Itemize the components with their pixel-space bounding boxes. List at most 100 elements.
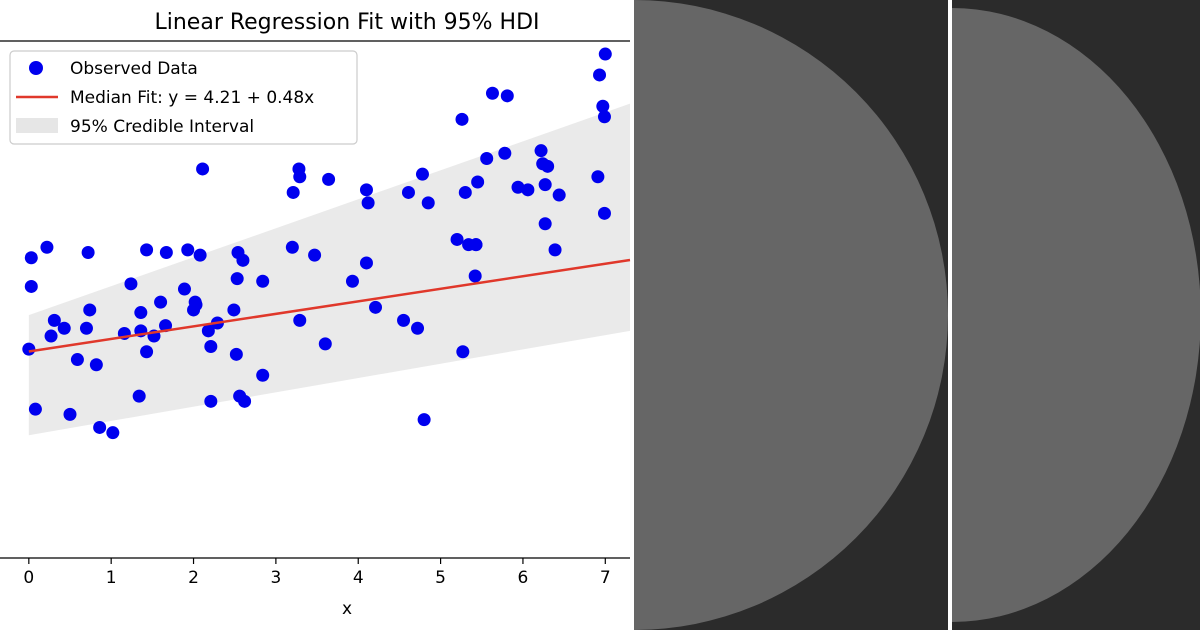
median-fit-line	[28, 258, 631, 353]
data-point	[236, 253, 250, 267]
x-tick-label: 2	[188, 568, 199, 588]
data-point	[534, 144, 548, 158]
image-panel-right	[952, 0, 1200, 630]
data-point	[204, 340, 218, 353]
data-point	[421, 196, 435, 210]
data-point	[468, 269, 482, 283]
data-point	[44, 329, 58, 343]
data-point	[597, 110, 611, 124]
data-point	[511, 180, 525, 194]
legend-box	[9, 50, 358, 145]
data-point	[177, 282, 191, 296]
data-point	[318, 337, 332, 351]
data-point	[597, 206, 611, 220]
data-point	[140, 345, 154, 359]
data-point	[591, 170, 605, 184]
data-point	[345, 274, 359, 288]
data-point	[415, 167, 429, 181]
data-point	[93, 420, 107, 434]
data-point	[230, 272, 244, 286]
data-point	[57, 321, 71, 335]
data-point	[359, 256, 373, 270]
data-point	[322, 172, 336, 186]
data-point	[469, 238, 483, 252]
data-point	[471, 175, 485, 189]
x-axis-label: x	[342, 599, 352, 619]
legend-point-marker	[29, 61, 43, 75]
data-point	[538, 217, 552, 231]
data-point	[292, 162, 306, 176]
legend-fit-label: Median Fit: y = 4.21 + 0.48x	[70, 88, 314, 108]
data-point	[480, 152, 494, 165]
data-point	[308, 248, 322, 262]
x-tick-label: 3	[270, 568, 281, 588]
data-point	[256, 274, 270, 288]
x-tick-label: 1	[106, 568, 117, 588]
data-point	[293, 313, 307, 327]
legend-interval-label: 95% Credible Interval	[70, 117, 254, 137]
data-point	[521, 183, 535, 197]
data-point	[450, 232, 464, 246]
data-point	[498, 146, 512, 160]
data-point	[285, 240, 299, 254]
x-tick-label: 7	[600, 568, 611, 588]
data-point	[154, 295, 168, 309]
legend-interval-marker	[16, 118, 58, 133]
data-point	[596, 99, 610, 113]
data-point	[81, 246, 95, 259]
data-point	[411, 321, 425, 335]
data-point	[63, 407, 77, 421]
data-point	[134, 306, 148, 320]
data-point	[124, 277, 138, 291]
image-panel-left	[634, 0, 948, 630]
data-point	[83, 303, 97, 317]
data-point	[28, 402, 42, 416]
data-point	[598, 47, 612, 61]
half-disc-right	[952, 8, 1200, 622]
legend-observed-label: Observed Data	[70, 59, 198, 79]
chart-title: Linear Regression Fit with 95% HDI	[154, 10, 539, 35]
half-disc-left	[634, 0, 948, 630]
data-point	[458, 185, 472, 199]
data-point	[159, 246, 173, 259]
data-point	[40, 240, 54, 254]
data-point	[541, 159, 555, 173]
data-point	[227, 303, 241, 317]
data-point	[256, 368, 270, 382]
data-point	[238, 394, 252, 408]
x-tick-label: 6	[518, 568, 529, 588]
data-point	[79, 321, 93, 335]
data-point	[89, 358, 103, 372]
data-point	[47, 313, 61, 327]
data-point	[401, 185, 415, 199]
data-point	[204, 394, 218, 408]
data-point	[593, 68, 607, 82]
data-point	[456, 345, 470, 359]
legend: Observed Data Median Fit: y = 4.21 + 0.4…	[9, 50, 358, 145]
data-point	[24, 279, 38, 293]
data-point	[189, 298, 203, 312]
data-point	[196, 162, 210, 176]
panel-divider	[948, 0, 952, 630]
x-tick-label: 5	[435, 568, 446, 588]
data-point	[538, 178, 552, 192]
x-tick-label: 4	[353, 568, 364, 588]
data-point	[159, 319, 173, 333]
data-point	[455, 112, 469, 126]
regression-chart: Linear Regression Fit with 95% HDI 0 1 2 3 4…	[0, 10, 631, 619]
data-point	[500, 89, 514, 103]
data-point	[193, 248, 207, 262]
data-point	[132, 389, 146, 403]
data-point	[361, 196, 375, 210]
data-point	[22, 342, 36, 356]
data-point	[552, 188, 566, 202]
data-point	[181, 243, 195, 257]
data-point	[397, 313, 411, 327]
data-point	[286, 185, 300, 199]
data-point	[201, 324, 215, 338]
data-point	[359, 183, 373, 197]
data-point	[369, 300, 383, 314]
data-point	[548, 243, 562, 257]
data-point	[70, 353, 84, 367]
x-tick-label: 0	[23, 568, 34, 588]
